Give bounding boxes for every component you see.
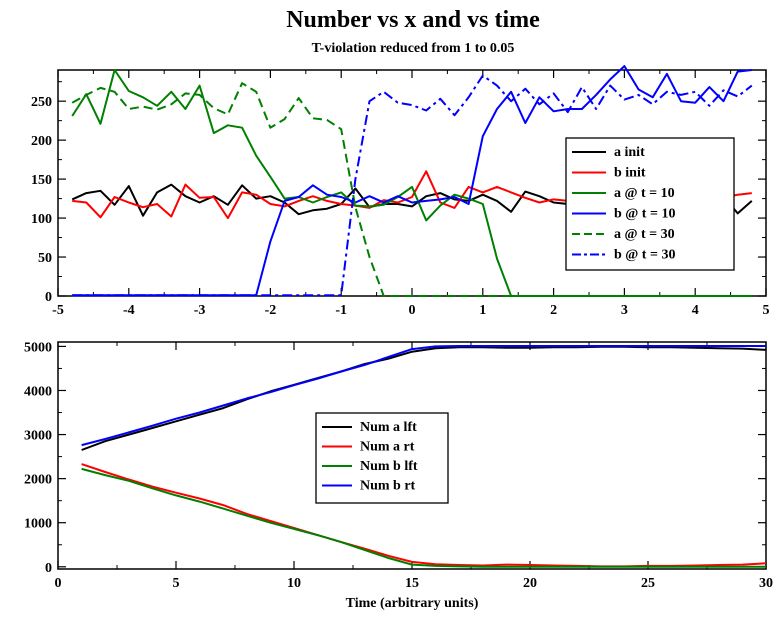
bottom-legend: Num a lft Num a rt Num b lft Num b rt (316, 413, 448, 503)
bottom-y-tick-label: 2000 (24, 473, 52, 488)
top-x-tick-label: -5 (52, 303, 64, 318)
top-x-tick-label: 3 (621, 303, 628, 318)
bottom-y-tick-label: 0 (45, 561, 52, 576)
bottom-x-tick-label: 0 (55, 576, 62, 591)
bottom-y-tick-label: 5000 (24, 340, 52, 355)
chart-title: Number vs x and vs time (286, 7, 540, 33)
bottom-y-tick-label: 1000 (24, 517, 52, 532)
top-y-tick-label: 50 (38, 251, 52, 266)
bottom-x-tick-label: 10 (287, 576, 301, 591)
top-y-tick-label: 0 (45, 290, 52, 305)
bottom-y-tick-label: 3000 (24, 429, 52, 444)
bottom-x-tick-label: 20 (523, 576, 537, 591)
bottom-x-tick-label: 5 (173, 576, 180, 591)
top-legend-label: a @ t = 10 (614, 186, 675, 201)
top-x-tick-label: -2 (265, 303, 277, 318)
chart-subtitle: T-violation reduced from 1 to 0.05 (312, 41, 515, 56)
top-legend-label: b @ t = 10 (614, 207, 675, 222)
top-y-tick-label: 200 (31, 134, 52, 149)
bottom-y-tick-label: 4000 (24, 384, 52, 399)
bottom-x-tick-label: 25 (641, 576, 655, 591)
top-x-tick-label: 5 (763, 303, 770, 318)
bottom-x-tick-label: 15 (405, 576, 419, 591)
bottom-x-tick-label: 30 (759, 576, 773, 591)
top-legend-label: a init (614, 145, 645, 160)
top-legend: a init b init a @ t = 10 b @ t = 10 a @ t = … (566, 138, 734, 270)
top-x-tick-label: 0 (409, 303, 416, 318)
bottom-legend-label: Num b lft (360, 459, 418, 474)
top-x-tick-label: 2 (550, 303, 557, 318)
top-x-tick-label: -1 (335, 303, 347, 318)
bottom-x-axis-label: Time (arbitrary units) (346, 596, 479, 611)
bottom-legend-label: Num a rt (360, 440, 415, 455)
top-legend-label: b @ t = 30 (614, 248, 675, 263)
top-legend-label: a @ t = 30 (614, 227, 675, 242)
top-x-tick-label: 1 (479, 303, 486, 318)
top-x-tick-label: 4 (692, 303, 699, 318)
top-x-tick-label: -3 (194, 303, 206, 318)
top-y-tick-label: 150 (31, 173, 52, 188)
bottom-panel: 0 5 10 15 20 25 30 0 1000 2000 3000 4000 5000 Time (a… (24, 340, 773, 611)
top-legend-label: b init (614, 166, 646, 181)
bottom-legend-label: Num b rt (360, 479, 416, 494)
top-y-tick-label: 100 (31, 212, 52, 227)
bottom-legend-label: Num a lft (360, 420, 417, 435)
top-y-tick-label: 250 (31, 95, 52, 110)
top-x-tick-label: -4 (123, 303, 135, 318)
